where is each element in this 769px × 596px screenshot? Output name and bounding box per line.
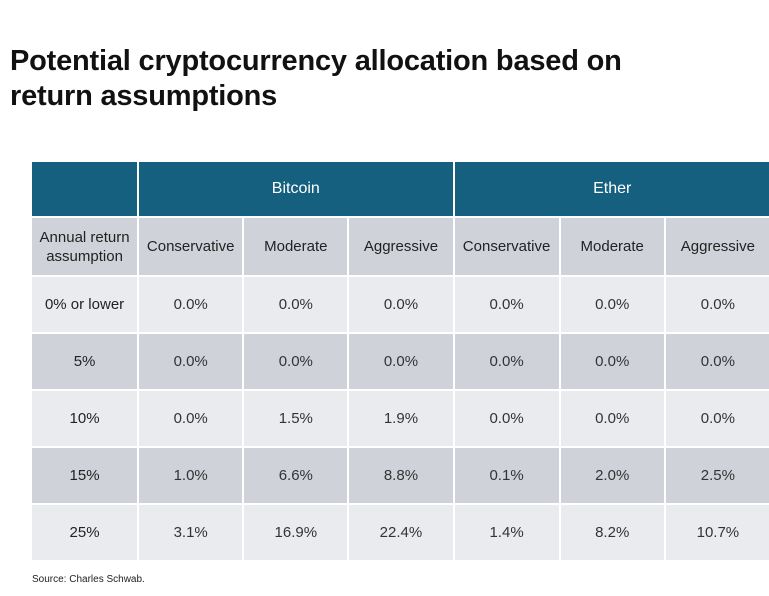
table-cell: 8.2% — [558, 503, 665, 560]
table-cell: 2.0% — [558, 446, 665, 504]
table-row: 0% or lower 0.0% 0.0% 0.0% 0.0% 0.0% 0.0… — [32, 275, 769, 333]
column-header-row: Annual return assumption Conservative Mo… — [32, 216, 769, 276]
allocation-table: Bitcoin Ether Annual return assumption C… — [32, 162, 769, 560]
table-cell: 0.0% — [242, 275, 349, 333]
table-row: 5% 0.0% 0.0% 0.0% 0.0% 0.0% 0.0% — [32, 332, 769, 390]
row-label: 0% or lower — [32, 275, 139, 333]
table-cell: 0.0% — [242, 332, 349, 390]
header-blank-cell — [32, 162, 139, 217]
table-cell: 10.7% — [663, 503, 769, 560]
table-cell: 3.1% — [137, 503, 244, 560]
column-header-bitcoin-conservative: Conservative — [137, 216, 244, 276]
table-cell: 0.0% — [452, 332, 560, 390]
row-label: 15% — [32, 446, 139, 504]
table-cell: 1.9% — [347, 389, 454, 447]
group-header-ether: Ether — [452, 162, 769, 217]
table-cell: 0.0% — [663, 332, 769, 390]
table-cell: 0.0% — [663, 275, 769, 333]
table-cell: 0.1% — [452, 446, 560, 504]
table-cell: 0.0% — [137, 389, 244, 447]
column-header-ether-aggressive: Aggressive — [663, 216, 769, 276]
row-label: 25% — [32, 503, 139, 560]
title-line-2: return assumptions — [10, 80, 278, 112]
row-label: 5% — [32, 332, 139, 390]
column-header-return-assumption: Annual return assumption — [32, 216, 139, 276]
page-title: Potential cryptocurrency allocation base… — [10, 44, 730, 114]
table-cell: 8.8% — [347, 446, 454, 504]
table-cell: 6.6% — [242, 446, 349, 504]
column-header-bitcoin-moderate: Moderate — [242, 216, 349, 276]
table-row: 10% 0.0% 1.5% 1.9% 0.0% 0.0% 0.0% — [32, 389, 769, 447]
table-cell: 0.0% — [558, 275, 665, 333]
table-cell: 0.0% — [663, 389, 769, 447]
group-header-bitcoin: Bitcoin — [137, 162, 454, 217]
table-cell: 0.0% — [558, 389, 665, 447]
table-cell: 1.5% — [242, 389, 349, 447]
table-row: 15% 1.0% 6.6% 8.8% 0.1% 2.0% 2.5% — [32, 446, 769, 504]
column-header-bitcoin-aggressive: Aggressive — [347, 216, 454, 276]
row-label: 10% — [32, 389, 139, 447]
table-cell: 0.0% — [137, 332, 244, 390]
table-cell: 2.5% — [663, 446, 769, 504]
table-cell: 0.0% — [137, 275, 244, 333]
column-header-ether-conservative: Conservative — [452, 216, 560, 276]
table-cell: 0.0% — [347, 332, 454, 390]
table-cell: 22.4% — [347, 503, 454, 560]
table-cell: 0.0% — [558, 332, 665, 390]
table-cell: 1.0% — [137, 446, 244, 504]
table-row: 25% 3.1% 16.9% 22.4% 1.4% 8.2% 10.7% — [32, 503, 769, 560]
group-header-row: Bitcoin Ether — [32, 162, 769, 217]
column-header-ether-moderate: Moderate — [558, 216, 665, 276]
source-note: Source: Charles Schwab. — [32, 574, 145, 585]
table-cell: 1.4% — [452, 503, 560, 560]
title-line-1: Potential cryptocurrency allocation base… — [10, 45, 622, 77]
table-cell: 0.0% — [452, 389, 560, 447]
table-cell: 0.0% — [452, 275, 560, 333]
table-cell: 0.0% — [347, 275, 454, 333]
table-cell: 16.9% — [242, 503, 349, 560]
